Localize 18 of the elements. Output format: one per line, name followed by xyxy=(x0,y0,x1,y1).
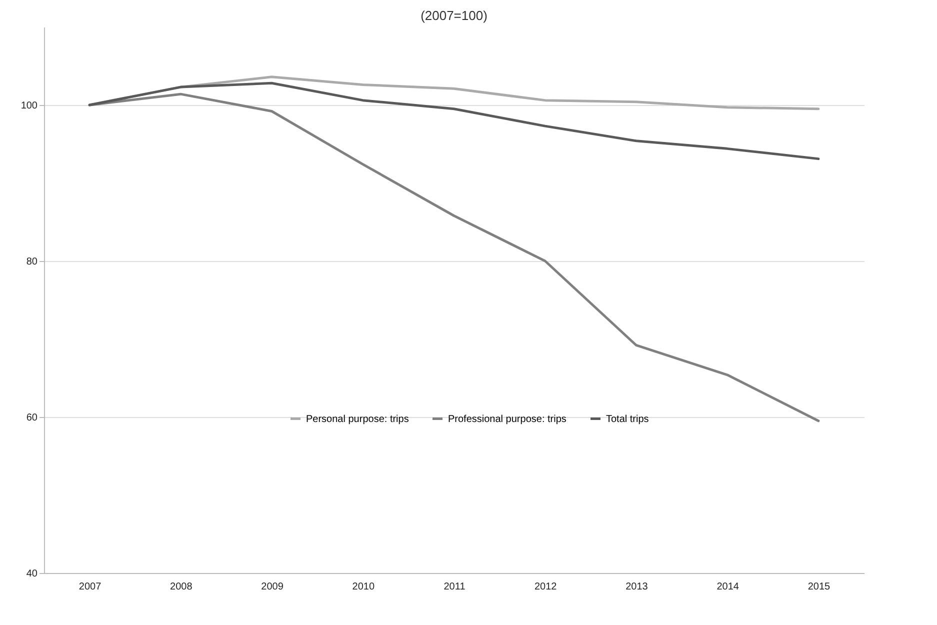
chart-title: (2007=100) xyxy=(420,8,488,23)
x-tick-label: 2012 xyxy=(534,582,558,592)
legend-label: Personal purpose: trips xyxy=(306,414,409,425)
x-tick-label: 2007 xyxy=(78,582,102,592)
x-tick-label: 2008 xyxy=(170,582,193,592)
y-tick-label: 100 xyxy=(20,100,38,112)
x-tick-label: 2013 xyxy=(626,582,648,592)
legend-label: Professional purpose: trips xyxy=(448,414,566,425)
line-series xyxy=(88,82,820,160)
x-tick-label: 2014 xyxy=(716,582,740,592)
x-tick-label: 2010 xyxy=(352,582,375,592)
legend-label: Total trips xyxy=(606,414,649,425)
y-tick-label: 40 xyxy=(26,568,38,580)
x-tick-label: 2011 xyxy=(444,582,466,592)
x-tick-label: 2009 xyxy=(261,582,284,592)
y-tick-label: 60 xyxy=(26,412,38,424)
x-tick-label: 2015 xyxy=(808,582,831,592)
y-tick-label: 80 xyxy=(26,256,38,268)
